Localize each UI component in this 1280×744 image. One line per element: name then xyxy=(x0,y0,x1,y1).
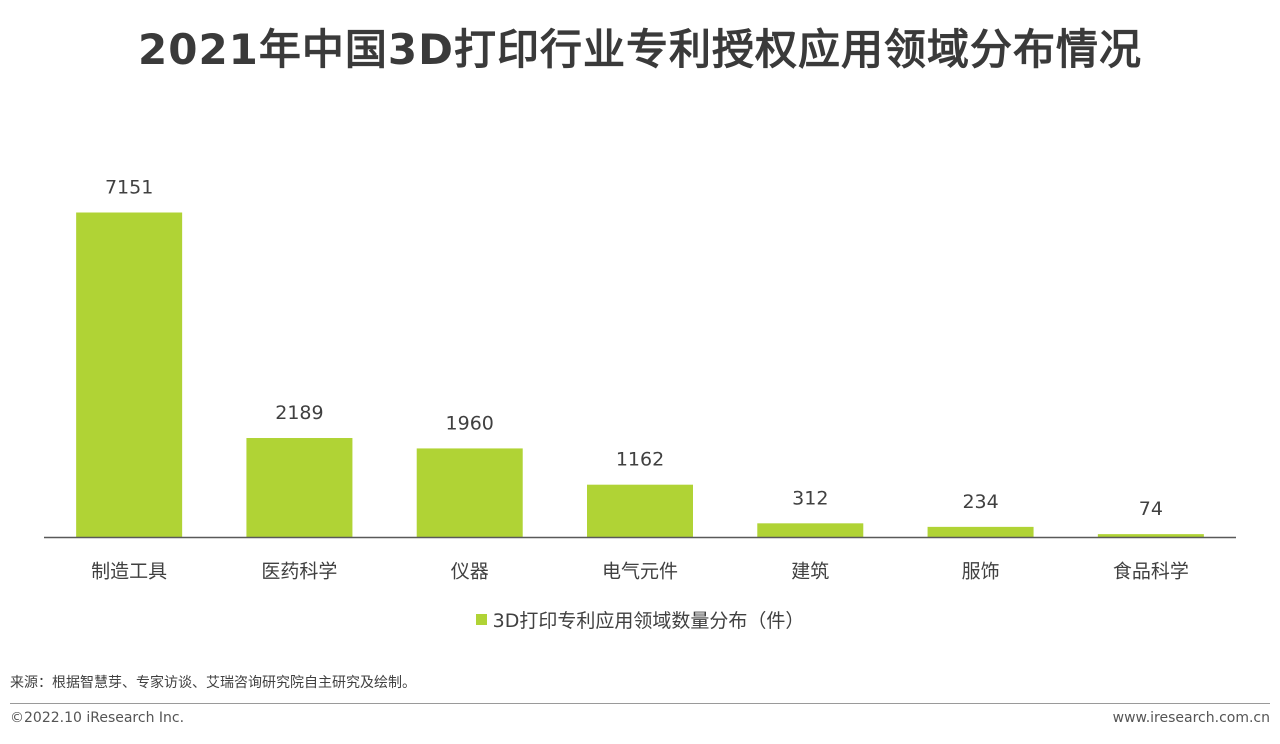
category-label: 仪器 xyxy=(451,561,489,583)
bar-6 xyxy=(927,526,1034,538)
bar-value-label: 74 xyxy=(1139,498,1163,520)
bar-5 xyxy=(757,523,864,538)
bar-value-label: 1162 xyxy=(616,449,664,471)
legend: 3D打印专利应用领域数量分布（件） xyxy=(0,606,1280,633)
bar-1 xyxy=(76,212,183,538)
category-label: 医药科学 xyxy=(261,561,337,583)
footer-divider xyxy=(10,703,1270,704)
category-label: 食品科学 xyxy=(1113,561,1189,583)
bar-7 xyxy=(1097,534,1204,538)
bar-3 xyxy=(416,448,523,538)
bar-2 xyxy=(246,438,353,538)
legend-label: 3D打印专利应用领域数量分布（件） xyxy=(492,610,805,632)
category-label: 服饰 xyxy=(962,561,1000,583)
bar-chart: 7151 2189 1960 1162 312 234 74 制造工具 医药科学 仪器 电气元件 建… xyxy=(44,177,1236,583)
website-link[interactable]: www.iresearch.com.cn xyxy=(1112,710,1270,726)
value-labels-group: 7151 2189 1960 1162 312 234 74 xyxy=(105,177,1163,521)
bar-value-label: 1960 xyxy=(446,412,494,434)
bars-group xyxy=(76,212,1204,538)
legend-swatch xyxy=(475,614,487,625)
bar-value-label: 312 xyxy=(792,487,828,509)
bar-value-label: 2189 xyxy=(275,402,323,424)
source-note: 来源：根据智慧芽、专家访谈、艾瑞咨询研究院自主研究及绘制。 xyxy=(10,675,416,691)
category-labels-group: 制造工具 医药科学 仪器 电气元件 建筑 服饰 食品科学 xyxy=(91,561,1189,583)
bar-value-label: 7151 xyxy=(105,177,153,199)
bar-value-label: 234 xyxy=(962,491,998,513)
category-label: 制造工具 xyxy=(91,561,167,583)
chart-title: 2021年中国3D打印行业专利授权应用领域分布情况 xyxy=(138,25,1142,74)
category-label: 建筑 xyxy=(791,561,829,583)
bar-4 xyxy=(587,484,693,538)
copyright-text: ©2022.10 iResearch Inc. xyxy=(10,710,185,726)
category-label: 电气元件 xyxy=(602,561,678,583)
